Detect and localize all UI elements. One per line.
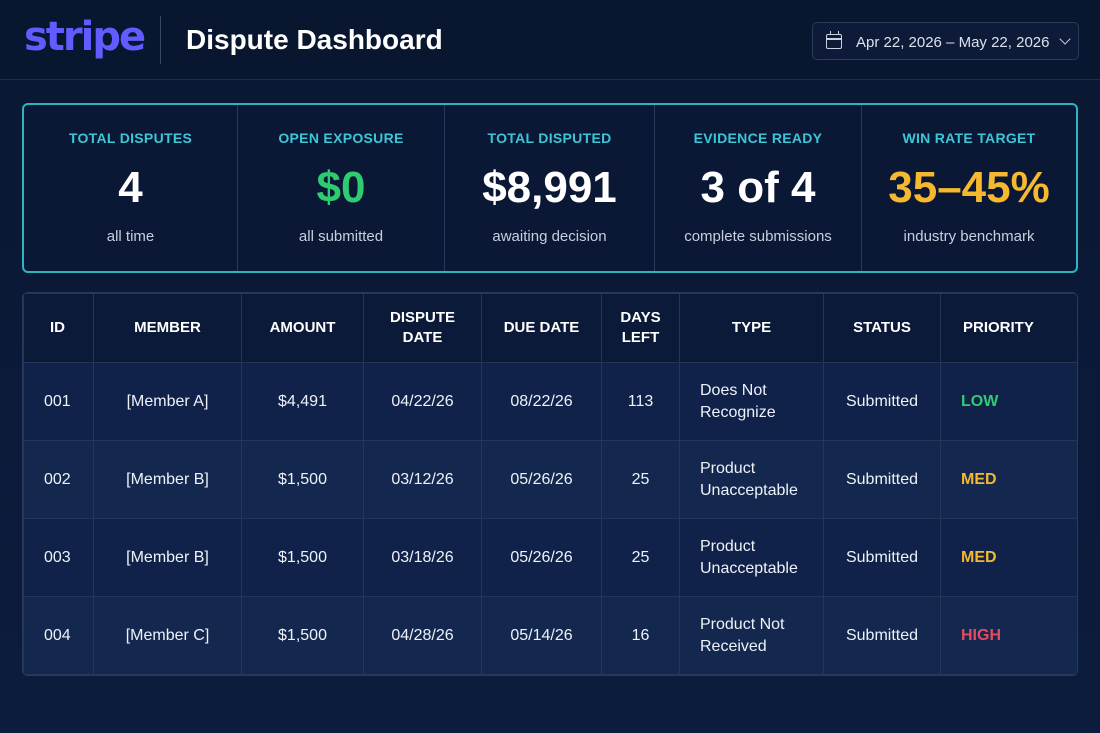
calendar-icon bbox=[826, 31, 842, 49]
column-header-status[interactable]: STATUS bbox=[823, 293, 941, 363]
cell-member: [Member C] bbox=[93, 596, 242, 675]
header-bar: stripe Dispute Dashboard Apr 22, 2026 – … bbox=[0, 0, 1100, 80]
stats-panel: TOTAL DISPUTES 4 all time OPEN EXPOSURE … bbox=[22, 103, 1078, 273]
cell-id: 002 bbox=[23, 440, 94, 519]
page-title: Dispute Dashboard bbox=[186, 24, 443, 55]
header-divider bbox=[160, 16, 161, 64]
date-range-text: Apr 22, 2026 – May 22, 2026 bbox=[856, 34, 1050, 51]
stat-value: 3 of 4 bbox=[700, 163, 816, 212]
stat-subtext: awaiting decision bbox=[492, 228, 607, 245]
stat-subtext: complete submissions bbox=[684, 228, 832, 245]
cell-due-date: 05/14/26 bbox=[481, 596, 602, 675]
column-header-days-left[interactable]: DAYS LEFT bbox=[601, 293, 680, 363]
column-header-type[interactable]: TYPE bbox=[679, 293, 824, 363]
cell-amount: $1,500 bbox=[241, 518, 364, 597]
stat-card-evidence-ready: EVIDENCE READY 3 of 4 complete submissio… bbox=[655, 105, 862, 271]
cell-amount: $1,500 bbox=[241, 440, 364, 519]
cell-id: 001 bbox=[23, 362, 94, 441]
cell-type: Product Not Received bbox=[679, 596, 824, 675]
cell-dispute-date: 03/18/26 bbox=[363, 518, 482, 597]
cell-member: [Member A] bbox=[93, 362, 242, 441]
column-header-dispute-date[interactable]: DISPUTE DATE bbox=[363, 293, 482, 363]
column-header-id[interactable]: ID bbox=[23, 293, 94, 363]
cell-due-date: 08/22/26 bbox=[481, 362, 602, 441]
cell-type: Product Unacceptable bbox=[679, 440, 824, 519]
stat-label: EVIDENCE READY bbox=[693, 130, 823, 146]
cell-priority: MED bbox=[940, 518, 1077, 597]
cell-status: Submitted bbox=[823, 518, 941, 597]
table-row[interactable]: 001 [Member A] $4,491 04/22/26 08/22/26 … bbox=[23, 362, 1077, 441]
stat-label: TOTAL DISPUTED bbox=[487, 130, 612, 146]
stat-label: WIN RATE TARGET bbox=[902, 130, 1036, 146]
stat-subtext: all time bbox=[106, 228, 155, 245]
cell-member: [Member B] bbox=[93, 518, 242, 597]
stat-card-win-rate-target: WIN RATE TARGET 35–45% industry benchmar… bbox=[862, 105, 1076, 271]
column-header-member[interactable]: MEMBER bbox=[93, 293, 242, 363]
date-range-picker[interactable]: Apr 22, 2026 – May 22, 2026 bbox=[812, 22, 1079, 60]
stat-subtext: all submitted bbox=[298, 228, 384, 245]
table-row[interactable]: 002 [Member B] $1,500 03/12/26 05/26/26 … bbox=[23, 440, 1077, 519]
cell-id: 004 bbox=[23, 596, 94, 675]
stat-card-total-disputes: TOTAL DISPUTES 4 all time bbox=[24, 105, 238, 271]
column-header-amount[interactable]: AMOUNT bbox=[241, 293, 364, 363]
table-row[interactable]: 003 [Member B] $1,500 03/18/26 05/26/26 … bbox=[23, 518, 1077, 597]
cell-due-date: 05/26/26 bbox=[481, 440, 602, 519]
column-header-priority[interactable]: PRIORITY bbox=[940, 293, 1077, 363]
cell-amount: $4,491 bbox=[241, 362, 364, 441]
table-header-row: ID MEMBER AMOUNT DISPUTE DATE DUE DATE D… bbox=[23, 293, 1077, 363]
chevron-down-icon bbox=[1059, 33, 1071, 45]
cell-dispute-date: 04/28/26 bbox=[363, 596, 482, 675]
disputes-table: ID MEMBER AMOUNT DISPUTE DATE DUE DATE D… bbox=[22, 292, 1078, 676]
cell-amount: $1,500 bbox=[241, 596, 364, 675]
stat-value: $0 bbox=[316, 163, 366, 212]
stat-card-total-disputed: TOTAL DISPUTED $8,991 awaiting decision bbox=[445, 105, 655, 271]
cell-member: [Member B] bbox=[93, 440, 242, 519]
column-header-due-date[interactable]: DUE DATE bbox=[481, 293, 602, 363]
stat-value: $8,991 bbox=[482, 163, 617, 212]
cell-priority: HIGH bbox=[940, 596, 1077, 675]
cell-priority: MED bbox=[940, 440, 1077, 519]
stripe-logo[interactable]: stripe bbox=[24, 14, 146, 60]
stat-label: OPEN EXPOSURE bbox=[278, 130, 404, 146]
table-row[interactable]: 004 [Member C] $1,500 04/28/26 05/14/26 … bbox=[23, 596, 1077, 675]
cell-days-left: 25 bbox=[601, 518, 680, 597]
cell-status: Submitted bbox=[823, 596, 941, 675]
cell-dispute-date: 04/22/26 bbox=[363, 362, 482, 441]
cell-status: Submitted bbox=[823, 362, 941, 441]
cell-type: Does Not Recognize bbox=[679, 362, 824, 441]
cell-dispute-date: 03/12/26 bbox=[363, 440, 482, 519]
cell-days-left: 25 bbox=[601, 440, 680, 519]
cell-days-left: 16 bbox=[601, 596, 680, 675]
cell-days-left: 113 bbox=[601, 362, 680, 441]
stat-label: TOTAL DISPUTES bbox=[68, 130, 193, 146]
cell-type: Product Unacceptable bbox=[679, 518, 824, 597]
stat-card-open-exposure: OPEN EXPOSURE $0 all submitted bbox=[238, 105, 445, 271]
stat-subtext: industry benchmark bbox=[903, 228, 1035, 245]
cell-id: 003 bbox=[23, 518, 94, 597]
cell-priority: LOW bbox=[940, 362, 1077, 441]
stat-value: 35–45% bbox=[888, 163, 1050, 212]
stat-value: 4 bbox=[118, 163, 143, 212]
cell-due-date: 05/26/26 bbox=[481, 518, 602, 597]
cell-status: Submitted bbox=[823, 440, 941, 519]
